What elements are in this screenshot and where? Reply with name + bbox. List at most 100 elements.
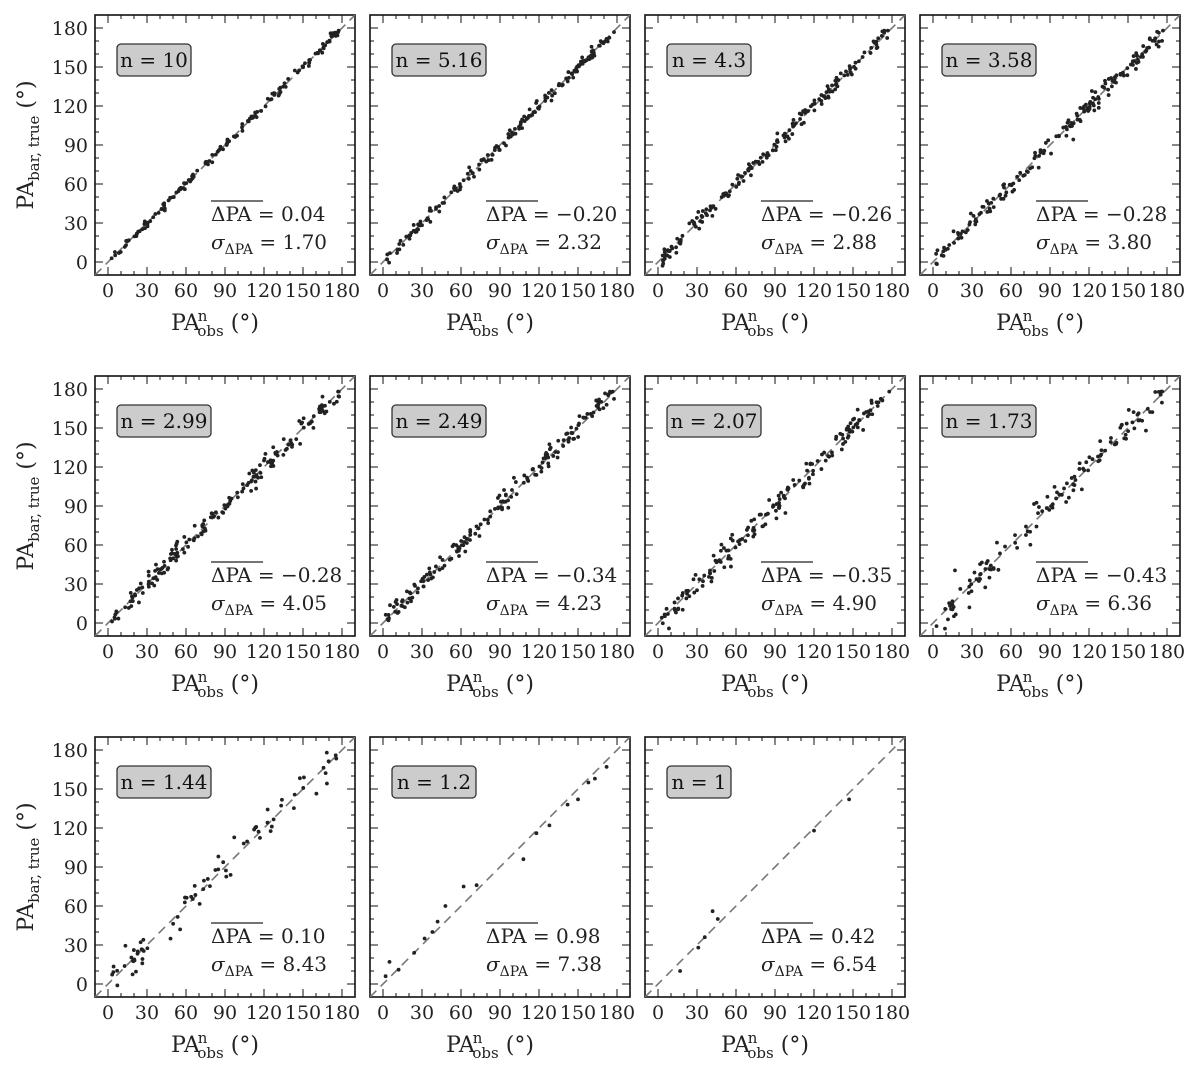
data-point bbox=[513, 131, 518, 136]
data-point bbox=[591, 410, 596, 415]
data-point bbox=[473, 531, 478, 536]
data-point bbox=[699, 213, 704, 218]
data-point bbox=[240, 489, 245, 494]
data-point bbox=[128, 590, 133, 595]
data-point bbox=[566, 437, 571, 442]
data-point bbox=[416, 586, 420, 591]
data-point bbox=[271, 445, 276, 450]
data-point bbox=[565, 79, 570, 84]
x-tick-label: 180 bbox=[324, 641, 360, 663]
data-point bbox=[728, 557, 733, 561]
data-point bbox=[246, 119, 251, 124]
data-point bbox=[991, 205, 996, 210]
data-point bbox=[489, 157, 494, 162]
data-point bbox=[546, 461, 551, 466]
x-tick-label: 120 bbox=[521, 280, 557, 302]
data-point bbox=[570, 72, 575, 77]
data-point bbox=[803, 108, 808, 112]
data-point bbox=[680, 233, 685, 238]
data-point bbox=[253, 479, 258, 484]
data-point bbox=[827, 89, 832, 94]
data-point bbox=[734, 184, 739, 189]
data-point bbox=[1037, 505, 1041, 509]
data-point bbox=[159, 567, 164, 571]
data-point bbox=[751, 528, 755, 533]
data-point bbox=[1032, 502, 1036, 506]
y-tick-label: 150 bbox=[52, 418, 88, 440]
data-point bbox=[855, 425, 860, 430]
n-label: n = 5.16 bbox=[396, 48, 483, 72]
data-point bbox=[281, 453, 286, 457]
data-point bbox=[956, 232, 961, 237]
data-point bbox=[874, 400, 879, 405]
data-point bbox=[317, 408, 322, 413]
data-point bbox=[467, 165, 472, 170]
data-point bbox=[513, 126, 517, 131]
data-point bbox=[1114, 73, 1119, 78]
data-point bbox=[998, 192, 1003, 197]
data-point bbox=[752, 517, 757, 522]
data-point bbox=[776, 493, 781, 498]
data-point bbox=[258, 470, 263, 475]
data-point bbox=[184, 540, 189, 545]
data-point bbox=[133, 592, 137, 597]
data-point bbox=[560, 82, 565, 87]
data-point bbox=[547, 442, 552, 447]
data-point bbox=[1028, 166, 1033, 171]
data-point bbox=[783, 511, 788, 515]
data-point bbox=[130, 594, 134, 599]
data-point bbox=[1135, 57, 1140, 62]
data-point bbox=[988, 563, 993, 568]
data-point bbox=[1046, 138, 1051, 143]
data-point bbox=[991, 196, 996, 201]
data-point bbox=[743, 539, 748, 543]
data-point bbox=[311, 425, 316, 430]
data-point bbox=[687, 594, 692, 599]
data-point bbox=[534, 99, 539, 103]
data-point bbox=[697, 577, 702, 582]
data-point bbox=[803, 110, 808, 115]
data-point bbox=[680, 607, 685, 612]
data-point bbox=[738, 538, 742, 542]
data-point bbox=[507, 128, 512, 133]
data-point bbox=[225, 137, 230, 142]
data-point bbox=[839, 447, 844, 452]
x-tick-label: 90 bbox=[763, 641, 787, 663]
data-point bbox=[521, 480, 526, 485]
data-point bbox=[497, 148, 502, 152]
data-point bbox=[233, 135, 238, 139]
data-point bbox=[773, 148, 778, 153]
data-point bbox=[969, 589, 974, 594]
sigma-delta-label: σΔPA = 6.36 bbox=[1036, 591, 1152, 619]
data-point bbox=[240, 125, 244, 130]
data-point bbox=[204, 159, 209, 164]
data-point bbox=[159, 571, 164, 576]
data-point bbox=[214, 510, 218, 515]
data-point bbox=[691, 577, 696, 582]
x-tick-label: 180 bbox=[324, 280, 360, 302]
data-point bbox=[751, 161, 756, 165]
data-point bbox=[450, 544, 455, 549]
data-points bbox=[110, 750, 339, 988]
n-label: n = 1 bbox=[671, 770, 726, 794]
data-point bbox=[221, 860, 226, 865]
data-point bbox=[486, 521, 491, 526]
data-point bbox=[1015, 174, 1020, 179]
data-point bbox=[1157, 39, 1161, 44]
x-tick-label: 60 bbox=[174, 280, 198, 302]
data-point bbox=[298, 441, 303, 446]
data-point bbox=[527, 107, 532, 112]
data-point bbox=[943, 626, 947, 631]
data-point bbox=[1034, 524, 1039, 529]
x-tick-label: 60 bbox=[174, 641, 198, 663]
data-point bbox=[1036, 165, 1041, 170]
data-point bbox=[162, 203, 167, 208]
data-point bbox=[140, 957, 145, 961]
data-point bbox=[1055, 490, 1059, 495]
data-point bbox=[669, 244, 674, 249]
x-tick-label: 30 bbox=[685, 641, 709, 663]
data-point bbox=[141, 937, 146, 942]
data-point bbox=[325, 781, 329, 786]
scatter-panel-6: 0 30 60 90 120 150 180 PAn obs (°) n = 2.49 ΔPA = … bbox=[369, 375, 635, 701]
